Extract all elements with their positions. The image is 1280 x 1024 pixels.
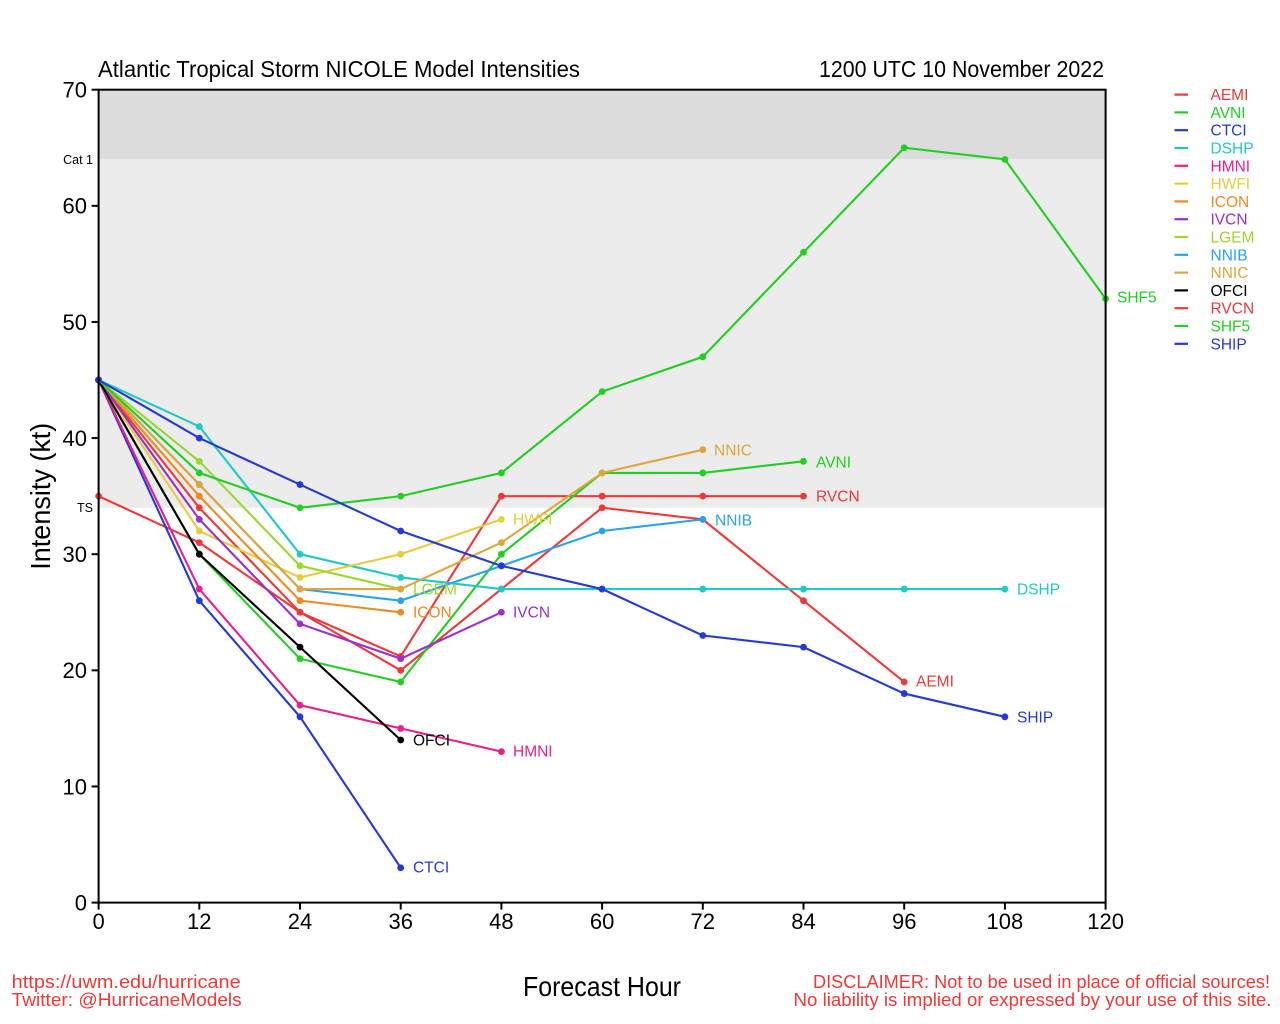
svg-text:Cat 1: Cat 1 [63, 153, 93, 167]
svg-text:36: 36 [388, 909, 412, 934]
svg-text:96: 96 [892, 909, 916, 934]
svg-text:50: 50 [63, 310, 87, 335]
svg-text:Atlantic Tropical Storm NICOLE: Atlantic Tropical Storm NICOLE Model Int… [98, 56, 580, 82]
svg-text:AEMI: AEMI [916, 674, 954, 691]
svg-text:1200 UTC 10 November 2022: 1200 UTC 10 November 2022 [819, 56, 1104, 82]
svg-text:SHIP: SHIP [1211, 336, 1247, 353]
svg-text:HMNI: HMNI [513, 744, 553, 761]
svg-text:OFCI: OFCI [413, 733, 450, 750]
svg-text:120: 120 [1087, 909, 1124, 934]
svg-text:SHF5: SHF5 [1211, 319, 1251, 336]
svg-text:NNIC: NNIC [714, 443, 752, 460]
svg-text:60: 60 [63, 194, 87, 219]
svg-text:Intensity (kt): Intensity (kt) [25, 423, 56, 570]
svg-text:60: 60 [590, 909, 614, 934]
svg-text:OFCI: OFCI [1211, 283, 1248, 300]
svg-text:DSHP: DSHP [1211, 141, 1254, 158]
svg-text:SHF5: SHF5 [1117, 290, 1157, 307]
svg-text:AVNI: AVNI [816, 455, 851, 472]
svg-text:24: 24 [288, 909, 312, 934]
svg-text:CTCI: CTCI [1211, 123, 1247, 140]
svg-text:LGEM: LGEM [1211, 230, 1255, 247]
svg-text:108: 108 [987, 909, 1024, 934]
svg-text:No liability is implied or exp: No liability is implied or expressed by … [794, 990, 1272, 1010]
svg-text:NNIC: NNIC [1211, 265, 1249, 282]
svg-text:84: 84 [791, 909, 815, 934]
svg-text:Twitter: @HurricaneModels: Twitter: @HurricaneModels [12, 990, 242, 1010]
svg-text:HWFI: HWFI [1211, 176, 1251, 193]
svg-text:CTCI: CTCI [413, 860, 449, 877]
svg-text:RVCN: RVCN [816, 489, 860, 506]
svg-text:0: 0 [92, 909, 104, 934]
svg-text:72: 72 [691, 909, 715, 934]
svg-text:NNIB: NNIB [1211, 247, 1248, 264]
svg-text:40: 40 [63, 426, 87, 451]
svg-text:RVCN: RVCN [1211, 301, 1255, 318]
svg-text:AEMI: AEMI [1211, 87, 1249, 104]
svg-text:48: 48 [489, 909, 513, 934]
svg-text:TS: TS [77, 501, 93, 515]
svg-text:DISCLAIMER: Not to be used in: DISCLAIMER: Not to be used in place of o… [813, 972, 1270, 992]
svg-text:IVCN: IVCN [513, 605, 550, 622]
svg-text:70: 70 [63, 78, 87, 103]
svg-text:12: 12 [187, 909, 211, 934]
svg-text:IVCN: IVCN [1211, 212, 1248, 229]
svg-text:30: 30 [63, 542, 87, 567]
svg-text:https://uwm.edu/hurricane: https://uwm.edu/hurricane [12, 972, 241, 992]
svg-text:ICON: ICON [413, 605, 452, 622]
svg-text:ICON: ICON [1211, 194, 1250, 211]
svg-text:LGEM: LGEM [413, 582, 457, 599]
svg-text:DSHP: DSHP [1017, 582, 1060, 599]
svg-text:HMNI: HMNI [1211, 158, 1251, 175]
svg-text:AVNI: AVNI [1211, 105, 1246, 122]
svg-text:NNIB: NNIB [715, 513, 752, 530]
svg-text:HWFI: HWFI [513, 512, 553, 529]
svg-text:SHIP: SHIP [1017, 710, 1053, 727]
svg-text:0: 0 [75, 891, 87, 916]
svg-text:20: 20 [63, 658, 87, 683]
svg-text:10: 10 [63, 774, 87, 799]
svg-text:Forecast Hour: Forecast Hour [523, 971, 681, 1002]
